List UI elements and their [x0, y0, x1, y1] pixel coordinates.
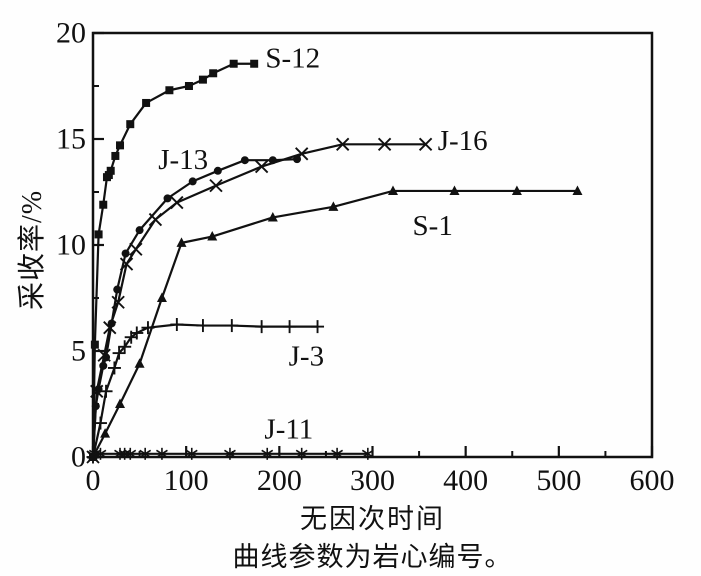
series-marker-triangle — [511, 185, 522, 195]
series-label-S-1: S-1 — [413, 210, 453, 242]
series-marker-square — [229, 59, 238, 68]
x-tick-label: 500 — [536, 464, 581, 497]
series-marker-asterisk — [124, 449, 137, 458]
series-marker-asterisk — [156, 449, 168, 458]
x-tick-label: 300 — [350, 464, 395, 497]
y-tick-label: 0 — [71, 441, 86, 474]
y-tick-label: 5 — [71, 335, 86, 368]
series-marker-square — [106, 166, 115, 175]
series-label-J-13: J-13 — [158, 144, 208, 176]
series-marker-triangle — [134, 358, 145, 368]
series-marker-x — [103, 321, 117, 335]
series-label-J-16: J-16 — [438, 125, 488, 157]
series-marker-circle — [163, 194, 172, 203]
x-tick-label: 200 — [257, 464, 302, 497]
series-marker-square — [99, 200, 108, 209]
plot-border — [91, 31, 654, 459]
series-marker-x — [418, 137, 433, 151]
x-tick-label: 400 — [443, 464, 488, 497]
series-marker-triangle — [267, 211, 278, 222]
x-tick-label: 0 — [86, 464, 101, 497]
series-line-S-12 — [91, 62, 255, 458]
series-marker-asterisk — [185, 449, 198, 458]
series-marker-asterisk — [295, 449, 308, 458]
series-marker-asterisk — [331, 449, 344, 458]
y-tick-label: 20 — [56, 17, 86, 50]
x-axis-title: 无因次时间 — [300, 504, 445, 534]
series-marker-triangle — [156, 292, 167, 302]
series-marker-asterisk — [139, 449, 152, 458]
y-axis-title: 采收率/% — [17, 189, 48, 311]
series-marker-x — [97, 348, 111, 362]
series-marker-circle — [113, 285, 122, 294]
series-marker-triangle — [100, 428, 111, 438]
series-marker-x — [129, 242, 143, 256]
series-line-S-1 — [92, 189, 578, 458]
x-tick-label: 100 — [164, 464, 209, 497]
series-marker-triangle — [449, 185, 460, 195]
series-marker-x — [90, 384, 104, 398]
x-tick-label: 600 — [630, 464, 675, 497]
series-marker-circle — [121, 249, 130, 258]
series-marker-square — [142, 98, 151, 107]
series-marker-square — [104, 171, 113, 180]
series-marker-square — [126, 120, 135, 129]
series-marker-square — [198, 75, 207, 84]
series-marker-asterisk — [88, 449, 101, 458]
series-marker-asterisk — [118, 449, 131, 458]
y-tick-label: 10 — [56, 229, 86, 262]
figure-caption: 曲线参数为岩心编号。 — [232, 542, 513, 572]
series-marker-square — [94, 230, 103, 239]
series-marker-triangle — [387, 185, 398, 195]
series-marker-square — [250, 59, 259, 68]
series-marker-square — [184, 82, 193, 90]
series-marker-square — [165, 86, 174, 95]
series-label-J-11: J-11 — [264, 413, 313, 445]
series-marker-asterisk — [261, 449, 274, 458]
series-marker-x — [336, 137, 350, 151]
series-marker-triangle — [176, 237, 187, 247]
series-marker-triangle — [328, 201, 339, 211]
series-marker-triangle — [115, 398, 126, 408]
series-marker-circle — [213, 166, 222, 175]
series-marker-asterisk — [361, 449, 374, 458]
series-marker-x — [209, 178, 223, 193]
series-marker-x — [295, 147, 309, 161]
series-marker-x — [148, 212, 163, 227]
series-marker-square — [209, 69, 218, 78]
series-marker-square — [111, 151, 120, 160]
series-marker-x — [377, 137, 392, 151]
y-tick-label: 15 — [56, 123, 86, 156]
series-marker-circle — [135, 226, 144, 235]
series-line-J-11 — [92, 452, 368, 456]
series-label-J-3: J-3 — [289, 340, 324, 372]
series-line-J-16 — [91, 143, 426, 458]
series-marker-x — [170, 195, 184, 210]
series-marker-asterisk — [94, 449, 107, 458]
series-marker-triangle — [207, 231, 218, 241]
series-marker-square — [90, 340, 99, 349]
series-marker-square — [116, 141, 125, 150]
series-marker-x — [111, 295, 125, 309]
series-marker-asterisk — [224, 449, 236, 458]
series-marker-x — [254, 159, 269, 174]
series-marker-circle — [188, 177, 197, 186]
series-marker-x — [119, 257, 134, 271]
series-label-S-12: S-12 — [265, 42, 320, 74]
series-marker-circle — [240, 156, 249, 165]
series-marker-triangle — [572, 185, 583, 195]
series-marker-asterisk — [114, 449, 126, 458]
